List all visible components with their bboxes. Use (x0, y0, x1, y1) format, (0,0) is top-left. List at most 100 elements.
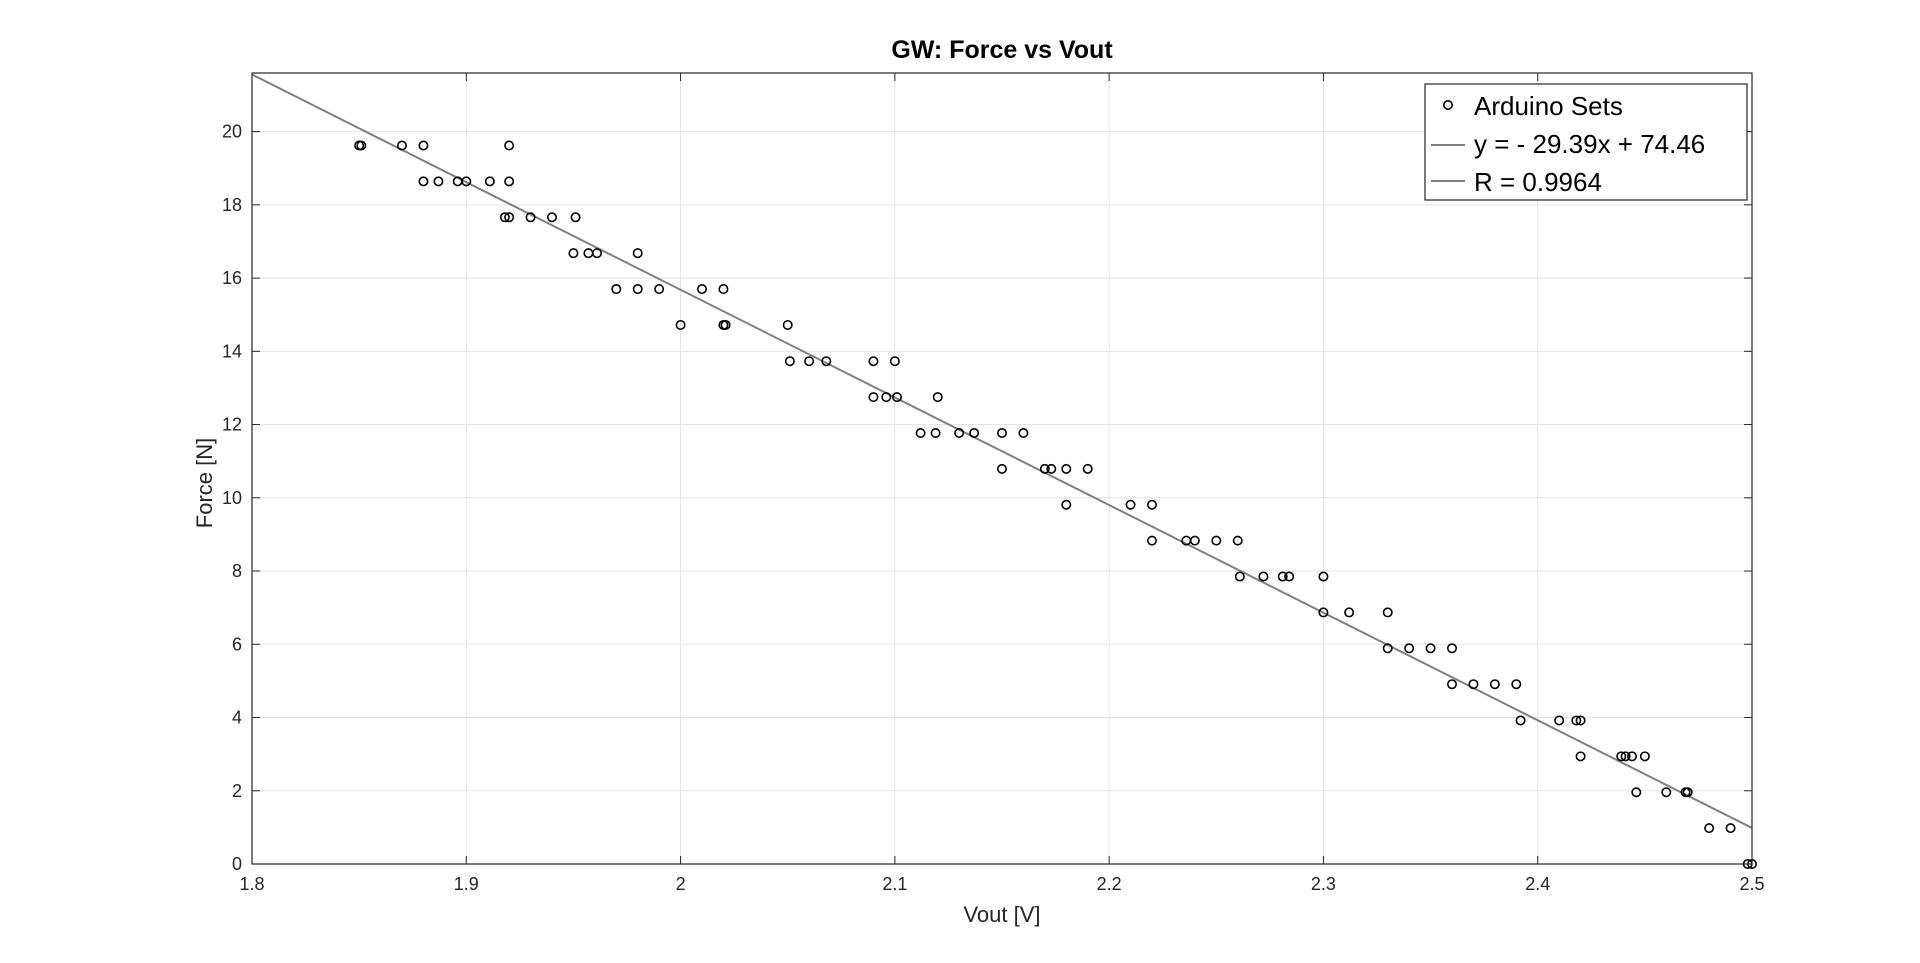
data-point (418, 176, 429, 187)
data-point (1468, 679, 1479, 690)
data-point (784, 356, 795, 367)
data-point (1082, 463, 1093, 474)
legend-label-r-value: R = 0.9964 (1474, 167, 1602, 197)
data-point (1447, 643, 1458, 654)
grid (252, 73, 1752, 864)
data-point (1425, 643, 1436, 654)
x-tick-label: 2.1 (882, 874, 907, 894)
axes: 1.8 1.9 2 2.1 2.2 2.3 2.4 2.5 0 2 4 6 8 10 12 14 16 18 20 (222, 72, 1765, 894)
chart-title: GW: Force vs Vout (891, 36, 1113, 64)
data-point (969, 427, 980, 438)
data-point (1627, 751, 1638, 762)
data-point (570, 212, 581, 223)
data-point (611, 284, 622, 295)
data-point (930, 427, 941, 438)
data-point (504, 176, 515, 187)
data-point (891, 392, 902, 403)
x-tick-label: 1.9 (454, 874, 479, 894)
data-point (1318, 571, 1329, 582)
data-point (1061, 463, 1072, 474)
y-tick-label: 20 (222, 122, 242, 142)
data-point (1489, 679, 1500, 690)
data-point (632, 248, 643, 259)
data-point (1447, 679, 1458, 690)
data-point (1258, 571, 1269, 582)
data-point (525, 212, 536, 223)
data-point (1704, 823, 1715, 834)
data-point (504, 140, 515, 151)
legend-label-arduino-sets: Arduino Sets (1474, 91, 1623, 121)
data-point (1682, 787, 1693, 798)
data-point (1554, 715, 1565, 726)
y-tick-label: 4 (232, 708, 242, 728)
data-point (1039, 463, 1050, 474)
data-point (868, 356, 879, 367)
data-point (1147, 535, 1158, 546)
data-point (868, 392, 879, 403)
data-point (1147, 499, 1158, 510)
data-point (1404, 643, 1415, 654)
data-point (1277, 571, 1288, 582)
data-point (356, 140, 367, 151)
data-point (654, 284, 665, 295)
y-tick-label: 12 (222, 415, 242, 435)
y-tick-label: 16 (222, 268, 242, 288)
data-point (1515, 715, 1526, 726)
x-tick-label: 2.5 (1739, 874, 1764, 894)
data-point (1234, 571, 1245, 582)
data-point (932, 392, 943, 403)
data-point (1382, 643, 1393, 654)
data-point (1616, 751, 1627, 762)
data-point (1620, 751, 1631, 762)
data-point (996, 427, 1007, 438)
legend-marker-arduino-sets (1443, 100, 1454, 111)
data-point (804, 356, 815, 367)
data-point (1232, 535, 1243, 546)
y-tick-label: 6 (232, 634, 242, 654)
y-tick-label: 0 (232, 854, 242, 874)
y-tick-label: 14 (222, 341, 242, 361)
data-point (915, 427, 926, 438)
data-point (821, 356, 832, 367)
data-point (1382, 607, 1393, 618)
x-tick-label: 2.3 (1311, 874, 1336, 894)
data-point (1284, 571, 1295, 582)
y-axis-label: Force [N] (192, 438, 217, 528)
data-point (1344, 607, 1355, 618)
data-point (1018, 427, 1029, 438)
data-point (583, 248, 594, 259)
data-point (1575, 715, 1586, 726)
legend: Arduino Sets y = - 29.39x + 74.46 R = 0.… (1424, 83, 1748, 201)
data-point (1511, 679, 1522, 690)
x-tick-label: 2.2 (1097, 874, 1122, 894)
data-point (718, 284, 729, 295)
y-tick-label: 2 (232, 781, 242, 801)
data-point (1725, 823, 1736, 834)
data-point (1211, 535, 1222, 546)
data-point (461, 176, 472, 187)
data-point (1189, 535, 1200, 546)
x-axis-label: Vout [V] (963, 902, 1040, 927)
data-point (1575, 751, 1586, 762)
data-point (1631, 787, 1642, 798)
data-point (1639, 751, 1650, 762)
data-point (1046, 463, 1057, 474)
x-tick-label: 2 (676, 874, 686, 894)
legend-label-fit-equation: y = - 29.39x + 74.46 (1474, 129, 1705, 159)
data-point (996, 463, 1007, 474)
x-tick-label: 1.8 (239, 874, 264, 894)
data-point (720, 319, 731, 330)
data-point (889, 356, 900, 367)
data-point (396, 140, 407, 151)
data-point (546, 212, 557, 223)
data-point (1661, 787, 1672, 798)
data-point (1125, 499, 1136, 510)
data-point (1318, 607, 1329, 618)
data-point (591, 248, 602, 259)
x-tick-label: 2.4 (1525, 874, 1550, 894)
fit-line-layer (251, 73, 1753, 829)
data-point (632, 284, 643, 295)
data-point (696, 284, 707, 295)
y-tick-label: 8 (232, 561, 242, 581)
